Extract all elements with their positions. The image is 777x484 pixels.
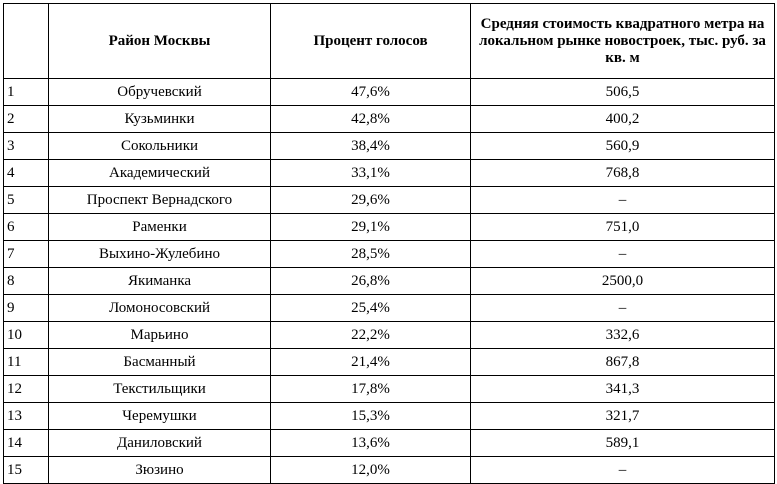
table-row: 5 Проспект Вернадского 29,6% –	[3, 186, 775, 214]
row-number: 7	[3, 240, 49, 268]
votes-cell: 21,4%	[270, 348, 471, 376]
row-number: 12	[3, 375, 49, 403]
district-cell: Раменки	[48, 213, 271, 241]
table-row: 10 Марьино 22,2% 332,6	[3, 321, 775, 349]
price-cell: 867,8	[470, 348, 775, 376]
district-cell: Кузьминки	[48, 105, 271, 133]
header-index	[3, 3, 49, 79]
price-cell: 321,7	[470, 402, 775, 430]
row-number: 8	[3, 267, 49, 295]
table-header-row: Район Москвы Процент голосов Средняя сто…	[3, 3, 775, 79]
row-number: 5	[3, 186, 49, 214]
district-cell: Черемушки	[48, 402, 271, 430]
votes-cell: 12,0%	[270, 456, 471, 484]
row-number: 13	[3, 402, 49, 430]
table-row: 3 Сокольники 38,4% 560,9	[3, 132, 775, 160]
district-cell: Сокольники	[48, 132, 271, 160]
price-cell: 506,5	[470, 78, 775, 106]
price-cell: 341,3	[470, 375, 775, 403]
votes-cell: 33,1%	[270, 159, 471, 187]
table-row: 14 Даниловский 13,6% 589,1	[3, 429, 775, 457]
district-cell: Ломоносовский	[48, 294, 271, 322]
district-cell: Басманный	[48, 348, 271, 376]
price-cell: 768,8	[470, 159, 775, 187]
votes-cell: 42,8%	[270, 105, 471, 133]
row-number: 15	[3, 456, 49, 484]
table-row: 7 Выхино-Жулебино 28,5% –	[3, 240, 775, 268]
votes-cell: 15,3%	[270, 402, 471, 430]
row-number: 10	[3, 321, 49, 349]
table-row: 15 Зюзино 12,0% –	[3, 456, 775, 484]
table-row: 4 Академический 33,1% 768,8	[3, 159, 775, 187]
table-row: 12 Текстильщики 17,8% 341,3	[3, 375, 775, 403]
header-district: Район Москвы	[48, 3, 271, 79]
table-row: 9 Ломоносовский 25,4% –	[3, 294, 775, 322]
district-cell: Зюзино	[48, 456, 271, 484]
price-cell: –	[470, 186, 775, 214]
price-cell: 751,0	[470, 213, 775, 241]
district-cell: Обручевский	[48, 78, 271, 106]
row-number: 11	[3, 348, 49, 376]
table-row: 2 Кузьминки 42,8% 400,2	[3, 105, 775, 133]
votes-cell: 29,1%	[270, 213, 471, 241]
district-cell: Даниловский	[48, 429, 271, 457]
row-number: 1	[3, 78, 49, 106]
price-cell: 400,2	[470, 105, 775, 133]
row-number: 2	[3, 105, 49, 133]
votes-cell: 25,4%	[270, 294, 471, 322]
votes-cell: 29,6%	[270, 186, 471, 214]
votes-cell: 26,8%	[270, 267, 471, 295]
district-votes-table: Район Москвы Процент голосов Средняя сто…	[3, 3, 775, 484]
row-number: 6	[3, 213, 49, 241]
table-row: 8 Якиманка 26,8% 2500,0	[3, 267, 775, 295]
district-cell: Марьино	[48, 321, 271, 349]
header-price: Средняя стоимость квадратного метра на л…	[470, 3, 775, 79]
price-cell: –	[470, 456, 775, 484]
price-cell: 332,6	[470, 321, 775, 349]
votes-cell: 47,6%	[270, 78, 471, 106]
votes-cell: 13,6%	[270, 429, 471, 457]
district-cell: Академический	[48, 159, 271, 187]
votes-cell: 17,8%	[270, 375, 471, 403]
district-cell: Текстильщики	[48, 375, 271, 403]
price-cell: 2500,0	[470, 267, 775, 295]
header-votes: Процент голосов	[270, 3, 471, 79]
district-cell: Проспект Вернадского	[48, 186, 271, 214]
table-row: 6 Раменки 29,1% 751,0	[3, 213, 775, 241]
district-cell: Якиманка	[48, 267, 271, 295]
district-cell: Выхино-Жулебино	[48, 240, 271, 268]
row-number: 14	[3, 429, 49, 457]
price-cell: –	[470, 294, 775, 322]
votes-cell: 38,4%	[270, 132, 471, 160]
price-cell: 589,1	[470, 429, 775, 457]
votes-cell: 22,2%	[270, 321, 471, 349]
price-cell: –	[470, 240, 775, 268]
row-number: 9	[3, 294, 49, 322]
votes-cell: 28,5%	[270, 240, 471, 268]
table-row: 11 Басманный 21,4% 867,8	[3, 348, 775, 376]
price-cell: 560,9	[470, 132, 775, 160]
table-row: 1 Обручевский 47,6% 506,5	[3, 78, 775, 106]
row-number: 4	[3, 159, 49, 187]
row-number: 3	[3, 132, 49, 160]
table-row: 13 Черемушки 15,3% 321,7	[3, 402, 775, 430]
